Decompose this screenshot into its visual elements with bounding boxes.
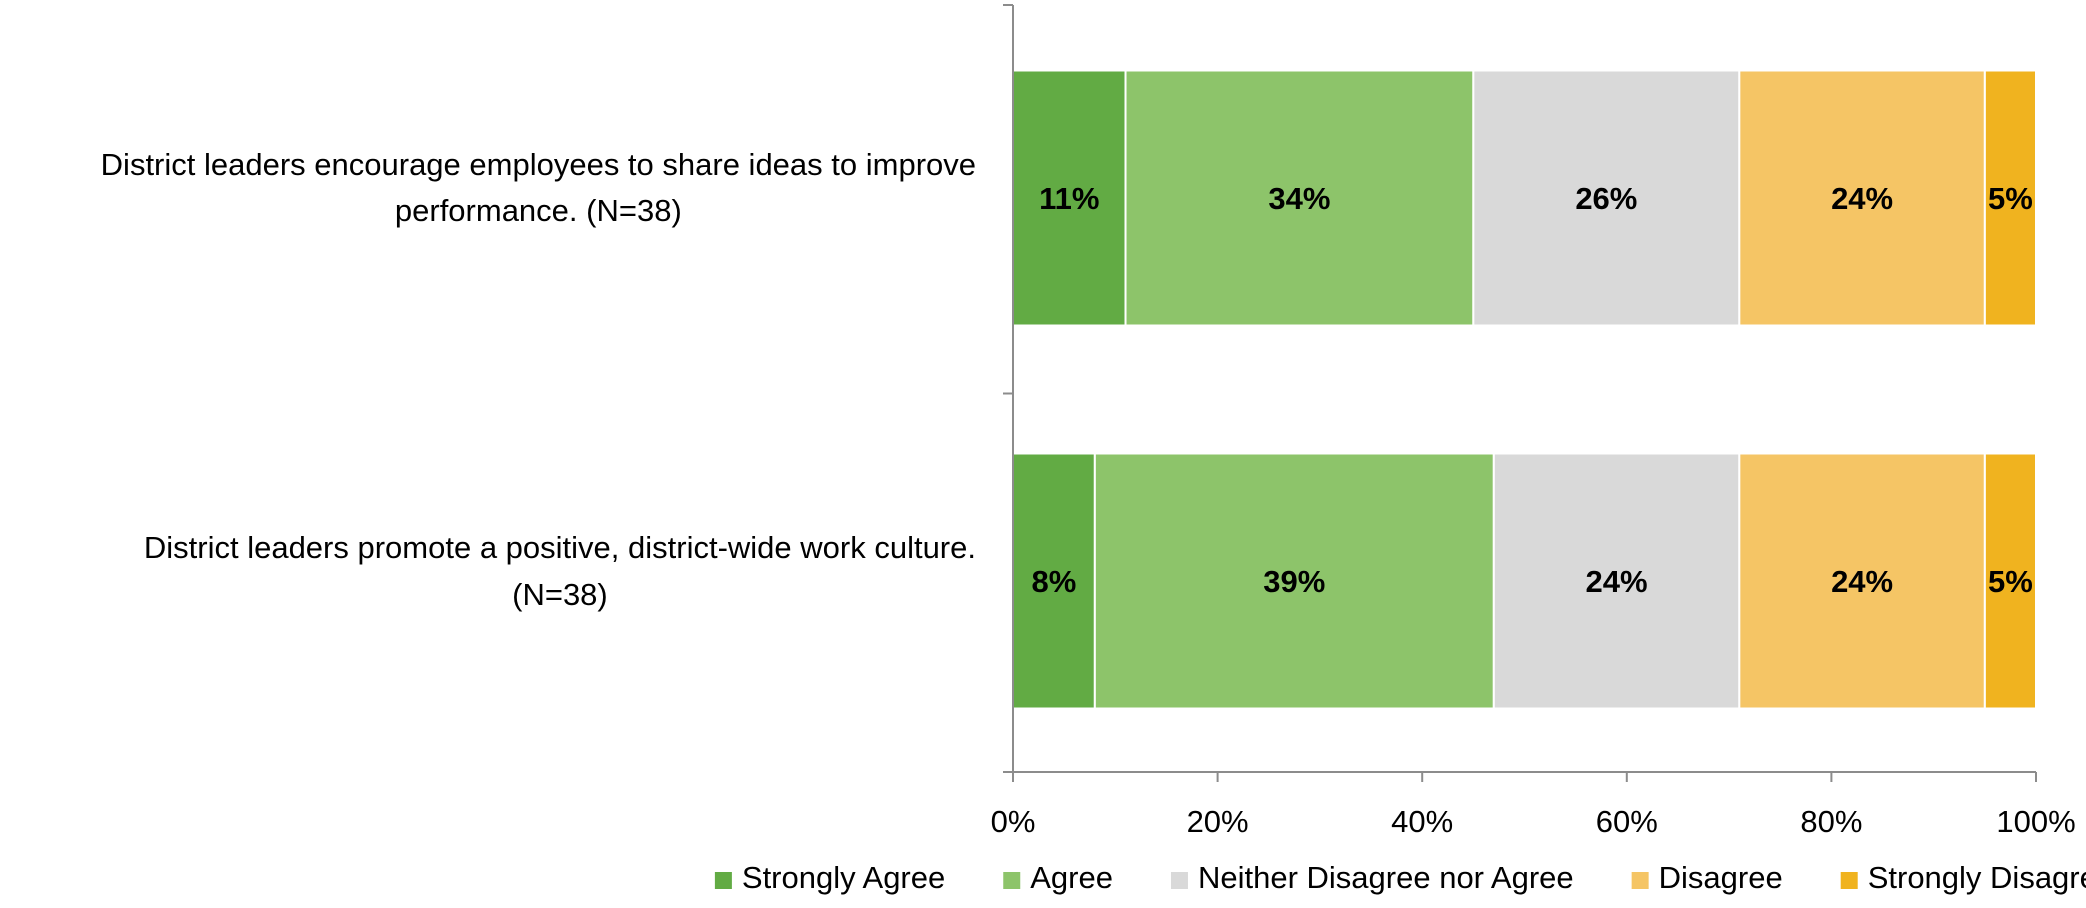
bar-segment-agree	[1093, 452, 1495, 710]
category-label-line: (N=38)	[512, 577, 608, 612]
data-label: 39%	[1263, 564, 1325, 599]
legend-label: Disagree	[1659, 860, 1783, 895]
category-label: District leaders promote a positive, dis…	[144, 530, 976, 612]
legend-item: Agree	[1003, 860, 1113, 895]
category-label-line: performance. (N=38)	[395, 193, 682, 228]
legend-swatch	[1631, 872, 1649, 889]
data-label: 5%	[1988, 181, 2033, 216]
legend-label: Agree	[1030, 860, 1113, 895]
category-label-line: District leaders promote a positive, dis…	[144, 530, 976, 565]
data-label: 24%	[1586, 564, 1648, 599]
data-label: 26%	[1575, 181, 1637, 216]
x-tick-label: 20%	[1187, 804, 1249, 839]
data-label: 34%	[1268, 181, 1330, 216]
category-label: District leaders encourage employees to …	[101, 147, 976, 228]
legend-swatch	[1170, 872, 1188, 889]
legend-swatch	[1003, 872, 1021, 889]
bar-segment-agree	[1124, 69, 1475, 327]
bar-row: 11% 34% 26% 24% 5%	[1012, 69, 2037, 327]
bar-segment-disagree	[1738, 69, 1986, 327]
legend-swatch	[714, 872, 732, 889]
legend-item: Strongly Disagree	[1840, 860, 2086, 895]
bar-segment-neither-disagree-nor-agree	[1492, 452, 1741, 710]
category-label-line: District leaders encourage employees to …	[101, 147, 976, 182]
bar-segment-strongly-agree	[1012, 69, 1127, 327]
legend-item: Strongly Agree	[714, 860, 945, 895]
legend: Strongly Agree Agree Neither Disagree nor …	[714, 860, 2086, 895]
x-tick-label: 60%	[1596, 804, 1658, 839]
data-label: 8%	[1032, 564, 1077, 599]
legend-label: Strongly Disagree	[1868, 860, 2086, 895]
bar-segment-neither-disagree-nor-agree	[1472, 69, 1741, 327]
bar-segment-strongly-disagree	[1983, 69, 2037, 327]
x-tick-label: 40%	[1391, 804, 1453, 839]
axes: 0% 20% 40% 60% 80% 100%	[991, 4, 2076, 839]
bars-layer: 11% 34% 26% 24% 5% 8% 39% 24% 24% 5%	[1012, 69, 2037, 710]
data-label: 24%	[1831, 181, 1893, 216]
legend-label: Neither Disagree nor Agree	[1198, 860, 1574, 895]
legend-swatch	[1840, 872, 1858, 889]
bar-segment-strongly-disagree	[1983, 452, 2037, 710]
bar-segment-disagree	[1738, 452, 1986, 710]
data-label: 24%	[1831, 564, 1893, 599]
x-tick-label: 100%	[1996, 804, 2075, 839]
x-tick-label: 0%	[991, 804, 1036, 839]
x-tick-label: 80%	[1800, 804, 1862, 839]
legend-item: Neither Disagree nor Agree	[1170, 860, 1574, 895]
legend-item: Disagree	[1631, 860, 1783, 895]
data-label: 11%	[1039, 181, 1099, 216]
bar-row: 8% 39% 24% 24% 5%	[1012, 452, 2037, 710]
data-label: 5%	[1988, 564, 2033, 599]
legend-label: Strongly Agree	[742, 860, 945, 895]
category-labels: District leaders encourage employees to …	[101, 147, 976, 612]
